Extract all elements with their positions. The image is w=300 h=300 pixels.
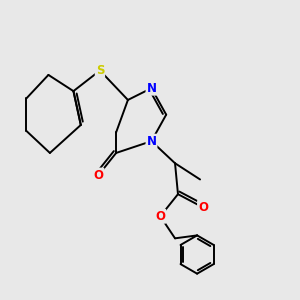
Text: O: O — [155, 210, 165, 223]
Text: S: S — [96, 64, 104, 77]
Text: O: O — [198, 201, 208, 214]
Text: N: N — [146, 135, 157, 148]
Text: N: N — [146, 82, 157, 95]
Text: O: O — [94, 169, 103, 182]
